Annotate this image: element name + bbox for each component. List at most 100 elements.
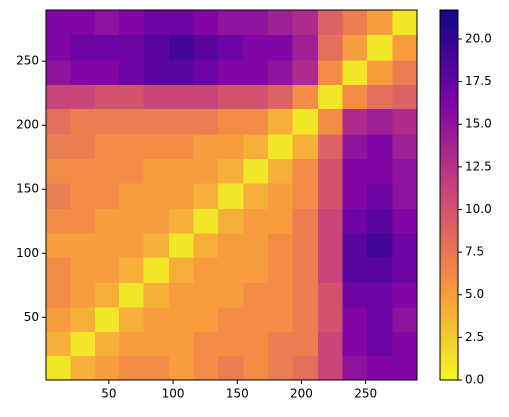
heatmap-cell — [169, 59, 195, 85]
heatmap-cell — [70, 182, 96, 209]
heatmap-cell — [70, 84, 96, 110]
heatmap-cell — [392, 108, 418, 135]
x-tick-label: 100 — [162, 387, 185, 401]
heatmap-cell — [143, 134, 170, 160]
heatmap-cell — [268, 108, 293, 135]
heatmap-cell — [218, 34, 245, 61]
heatmap-cell — [70, 232, 96, 258]
heatmap-cell — [218, 59, 245, 85]
heatmap-cell — [218, 307, 245, 332]
heatmap-cell — [243, 282, 269, 308]
heatmap-cell — [366, 158, 394, 184]
heatmap-cell — [318, 257, 344, 284]
heatmap-cell — [218, 331, 245, 357]
heatmap-cell — [366, 84, 394, 110]
heatmap-cell — [46, 34, 71, 61]
colorbar — [439, 9, 459, 381]
heatmap-cell — [366, 182, 394, 209]
heatmap-cell — [392, 134, 418, 160]
heatmap-cell — [342, 84, 368, 110]
heatmap-cell — [342, 134, 368, 160]
heatmap-cell — [366, 34, 394, 61]
heatmap-cell — [119, 59, 145, 85]
heatmap-cell — [392, 232, 418, 258]
heatmap-cell — [193, 282, 219, 308]
heatmap-cell — [169, 355, 195, 381]
heatmap-cell — [392, 158, 418, 184]
heatmap-cell — [342, 307, 368, 332]
heatmap-cell — [243, 307, 269, 332]
heatmap-cell — [392, 84, 418, 110]
heatmap-cell — [94, 158, 120, 184]
heatmap-cell — [292, 158, 319, 184]
heatmap-cell — [193, 232, 219, 258]
heatmap-cell — [169, 307, 195, 332]
heatmap-cell — [243, 10, 269, 35]
heatmap-cell — [318, 182, 344, 209]
heatmap-cell — [70, 282, 96, 308]
heatmap-cell — [169, 158, 195, 184]
heatmap-cell — [243, 59, 269, 85]
heatmap-cell — [292, 10, 319, 35]
y-tick-label: 150 — [16, 182, 39, 196]
heatmap-cell — [366, 59, 394, 85]
heatmap-cell — [392, 307, 418, 332]
colorbar-tick-label: 7.5 — [465, 245, 484, 259]
heatmap-cell — [119, 331, 145, 357]
y-tick-label: 100 — [16, 246, 39, 260]
heatmap-cell — [193, 182, 219, 209]
y-tick-label: 250 — [16, 54, 39, 68]
heatmap-cell — [342, 59, 368, 85]
heatmap-cell — [94, 282, 120, 308]
heatmap-cell — [218, 158, 245, 184]
colorbar-tick-label: 2.5 — [465, 330, 484, 344]
heatmap-cell — [193, 331, 219, 357]
colorbar-tick-label: 17.5 — [465, 74, 492, 88]
heatmap-cell — [70, 59, 96, 85]
heatmap-cell — [318, 232, 344, 258]
heatmap-cell — [119, 208, 145, 234]
heatmap-cell — [243, 108, 269, 135]
heatmap-cell — [318, 282, 344, 308]
colorbar-tick-label: 5.0 — [465, 287, 484, 301]
heatmap-cell — [193, 108, 219, 135]
heatmap-cell — [70, 10, 96, 35]
heatmap-cell — [94, 355, 120, 381]
heatmap-cell — [268, 282, 293, 308]
heatmap-cell — [119, 84, 145, 110]
heatmap-cell — [218, 134, 245, 160]
heatmap-cell — [46, 282, 71, 308]
heatmap-cell — [143, 307, 170, 332]
heatmap-cell — [143, 108, 170, 135]
heatmap-cell — [143, 208, 170, 234]
heatmap-cell — [94, 208, 120, 234]
heatmap-cell — [70, 34, 96, 61]
heatmap-cell — [292, 355, 319, 381]
heatmap-cell — [392, 59, 418, 85]
heatmap-cell — [169, 134, 195, 160]
heatmap-cell — [366, 232, 394, 258]
heatmap-cell — [143, 257, 170, 284]
heatmap-cell — [318, 108, 344, 135]
x-tick-label: 50 — [101, 387, 116, 401]
heatmap-cell — [169, 257, 195, 284]
heatmap-cell — [218, 232, 245, 258]
heatmap-cell — [119, 257, 145, 284]
heatmap-cell — [292, 59, 319, 85]
heatmap-cell — [94, 10, 120, 35]
heatmap-cell — [46, 182, 71, 209]
heatmap-cell — [193, 59, 219, 85]
heatmap-cell — [143, 182, 170, 209]
heatmap-cell — [342, 257, 368, 284]
heatmap-cell — [70, 257, 96, 284]
heatmap-cell — [318, 59, 344, 85]
heatmap-cell — [318, 208, 344, 234]
heatmap-cell — [46, 158, 71, 184]
heatmap-cell — [46, 134, 71, 160]
x-tick-label: 250 — [354, 387, 377, 401]
heatmap-cell — [243, 34, 269, 61]
heatmap-cell — [268, 307, 293, 332]
heatmap-cell — [292, 232, 319, 258]
heatmap-cell — [243, 355, 269, 381]
